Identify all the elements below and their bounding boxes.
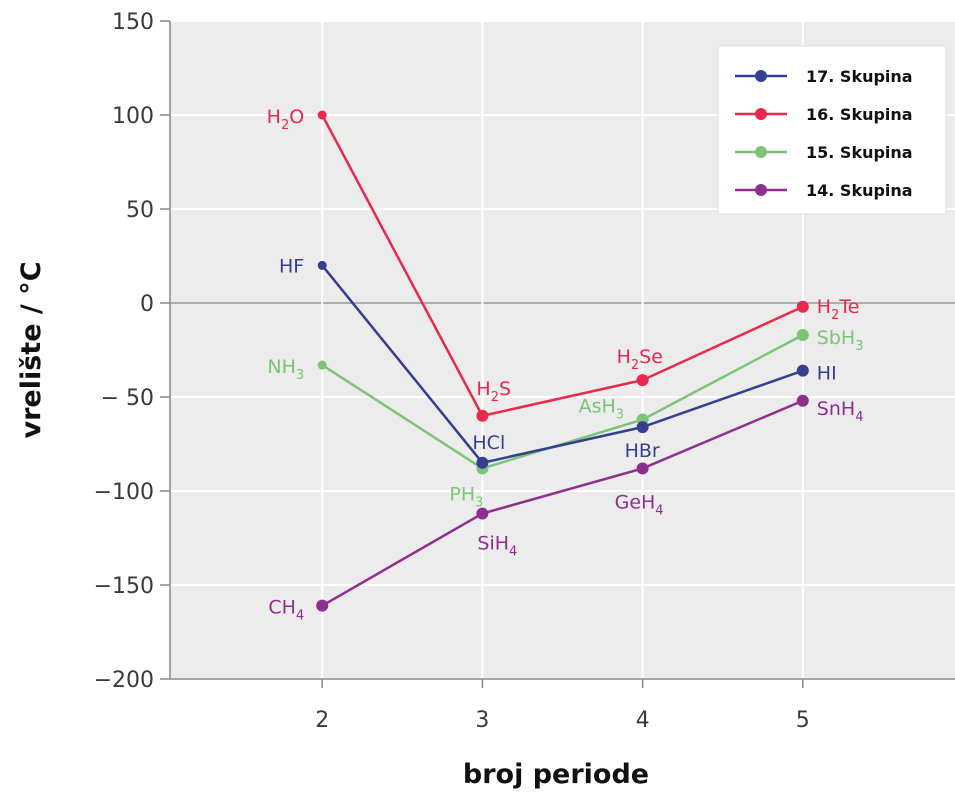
point-label: CH4 — [268, 597, 304, 624]
axes — [169, 21, 955, 680]
x-tick-label: 5 — [796, 708, 810, 733]
series-line — [321, 399, 804, 607]
legend-item: 14. Skupina — [735, 181, 913, 200]
point-label: H2Te — [817, 296, 860, 323]
point-label: SiH4 — [477, 533, 517, 560]
legend: 17. Skupina 16. Skupina 15. Skupina 14. Sku… — [717, 45, 947, 215]
data-point — [796, 328, 809, 341]
x-tick-label: 4 — [636, 708, 650, 733]
legend-swatch-dot — [755, 146, 767, 158]
legend-item: 16. Skupina — [735, 105, 913, 124]
data-point — [636, 421, 649, 434]
data-point — [476, 507, 489, 520]
point-label: H2S — [476, 378, 511, 405]
point-label: SnH4 — [817, 398, 864, 425]
legend-swatch-dot — [755, 184, 767, 196]
data-point — [317, 360, 327, 370]
series — [316, 110, 809, 612]
y-tick-label: 150 — [112, 10, 154, 35]
data-point — [476, 409, 489, 422]
series-line — [321, 114, 804, 418]
series-1 — [317, 260, 809, 469]
x-tick-labels: 2 3 4 5 — [315, 708, 810, 733]
legend-item: 15. Skupina — [735, 143, 913, 162]
y-tick-label: − 50 — [101, 386, 154, 411]
x-axis-title: broj periode — [463, 759, 649, 790]
series-4 — [316, 394, 809, 612]
legend-label: 16. Skupina — [806, 105, 913, 124]
data-point — [316, 599, 329, 612]
data-point — [476, 456, 489, 469]
data-point — [796, 394, 809, 407]
point-label: PH3 — [449, 483, 483, 510]
point-label: H2Se — [617, 346, 663, 373]
y-tick-label: 0 — [140, 292, 154, 317]
data-point — [317, 260, 327, 270]
series-line — [321, 264, 804, 465]
point-label: HF — [279, 255, 304, 277]
y-tick-label: −150 — [94, 574, 154, 599]
x-tick-label: 3 — [475, 708, 489, 733]
y-tick-label: 50 — [126, 198, 154, 223]
point-labels: HF HCl HBr HI H2O H2S H2Se H2Te NH3 PH3 AsH3 SbH3 CH… — [267, 106, 864, 624]
legend-swatch-dot — [755, 70, 767, 82]
point-label: HI — [817, 363, 837, 385]
point-label: H2O — [267, 106, 305, 133]
point-label: AsH3 — [579, 396, 624, 423]
series-2 — [317, 110, 809, 422]
legend-item: 17. Skupina — [735, 67, 913, 86]
legend-label: 14. Skupina — [806, 181, 913, 200]
point-label: HCl — [472, 432, 505, 454]
data-point — [796, 364, 809, 377]
data-point — [636, 462, 649, 475]
y-tick-label: −100 — [94, 480, 154, 505]
legend-label: 17. Skupina — [806, 67, 913, 86]
data-point — [636, 374, 649, 387]
point-label: SbH3 — [817, 327, 864, 354]
y-tick-label: 100 — [112, 104, 154, 129]
legend-label: 15. Skupina — [806, 143, 913, 162]
y-tick-label: −200 — [94, 668, 154, 693]
point-label: GeH4 — [615, 491, 664, 518]
data-point — [796, 300, 809, 313]
y-axis-title: vrelište / °C — [16, 261, 47, 438]
legend-swatch-dot — [755, 108, 767, 120]
point-label: HBr — [625, 440, 660, 462]
x-tick-label: 2 — [315, 708, 329, 733]
point-label: NH3 — [267, 356, 304, 383]
y-tick-labels: 150 100 50 0 − 50 −100 −150 −200 — [94, 10, 154, 693]
data-point — [317, 110, 327, 120]
